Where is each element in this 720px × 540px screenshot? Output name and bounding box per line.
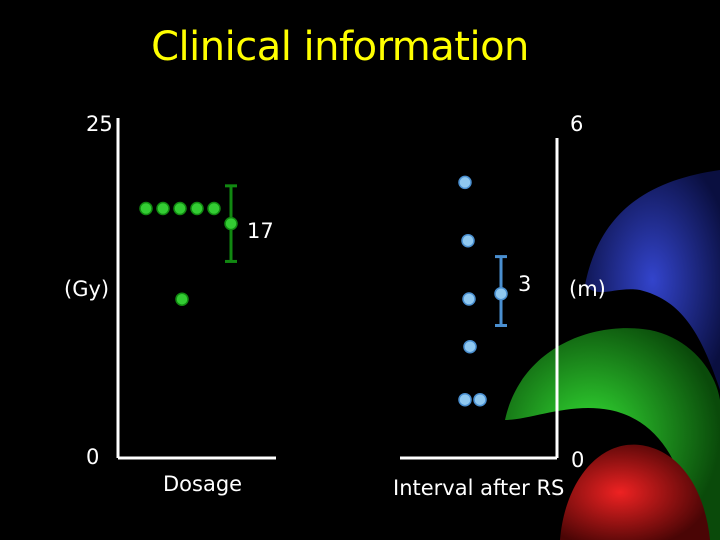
dosage-ytick-top: 25 <box>86 112 113 136</box>
interval-data-point <box>458 392 472 407</box>
dosage-data-point <box>156 201 170 216</box>
interval-data-point <box>458 175 472 190</box>
interval-data-point <box>463 339 477 354</box>
interval-data-point <box>461 233 475 248</box>
dosage-ytick-bottom: 0 <box>86 445 100 469</box>
dosage-mean-point <box>224 216 238 231</box>
interval-data-point <box>462 292 476 306</box>
dosage-data-point <box>190 201 204 216</box>
dosage-xlabel: Dosage <box>163 472 243 496</box>
interval-ytick-bottom: 0 <box>571 448 585 472</box>
blue-swoosh <box>585 170 720 390</box>
dosage-data-point <box>175 292 189 306</box>
dosage-data-point <box>207 201 221 216</box>
slide-title: Clinical information <box>151 24 529 70</box>
red-swoosh <box>560 444 710 540</box>
interval-mean-point <box>494 286 508 301</box>
dosage-data-point <box>139 201 153 216</box>
interval-mean-label: 3 <box>518 272 532 296</box>
dosage-mean-label: 17 <box>247 219 274 243</box>
interval-ylabel: (m) <box>569 277 606 301</box>
interval-ytick-top: 6 <box>570 112 584 136</box>
green-swoosh <box>505 328 720 540</box>
interval-data-point <box>473 392 487 407</box>
interval-xlabel: Interval after RS <box>393 476 565 500</box>
dosage-ylabel: (Gy) <box>64 277 110 301</box>
dosage-data-point <box>173 201 187 216</box>
